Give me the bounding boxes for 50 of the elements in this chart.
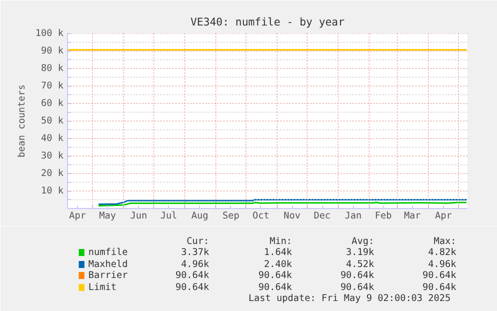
x-tick-label: Aug [191,210,208,222]
y-tick-label: 10 k [41,186,64,196]
x-tick-label: Nov [284,210,301,222]
text: 90.64k [340,282,375,293]
legend-label: Limit [88,282,117,293]
x-tick-label: Oct [252,210,270,222]
chart-title: VE340: numfile - by year [190,16,346,28]
text: 4.82k [428,247,457,258]
x-tick-label: Dec [314,210,331,222]
text: 90.64k [258,282,292,293]
text: Min: [270,236,292,247]
x-tick-label: Mar [404,210,422,222]
text: 90.64k [175,270,210,281]
legend-label: Barrier [88,270,128,281]
text: 3.37k [181,247,210,258]
y-tick-label: 20 k [41,168,64,179]
text: Max: [434,236,456,247]
text: Cur: [186,236,210,247]
y-tick-label: 90 k [41,46,64,56]
text: 90.64k [340,270,375,281]
y-tick-label: 100 k [35,28,64,39]
y-tick-label: 70 k [41,80,64,92]
text: Avg: [352,236,374,247]
legend-label: numfile [88,247,128,258]
y-tick-label: 60 k [41,98,64,109]
text: 2.40k [264,259,292,270]
x-tick-label: Feb [374,210,392,222]
y-tick-label: 50 k [41,116,64,126]
x-tick-label: Jun [130,210,148,222]
text: 90.64k [422,282,457,293]
text: 4.52k [346,259,375,270]
y-tick-label: 30 k [41,150,64,162]
text: 1.64k [264,247,292,258]
x-tick-label: Jan [344,210,362,222]
y-axis-title: bean counters [16,84,28,158]
x-tick-label: Apr [69,210,86,222]
legend-label: Maxheld [88,259,128,270]
text: 90.64k [258,270,292,281]
y-tick-label: 80 k [41,63,64,74]
x-tick-label: Apr [435,210,452,222]
text: 90.64k [175,282,210,293]
x-tick-label: Jul [160,210,178,222]
text: 4.96k [428,259,457,270]
x-tick-label: Sep [222,210,240,222]
text: 90.64k [422,270,457,281]
text: Last update: Fri May 9 02:00:03 2025 [248,293,451,304]
text: 4.96k [181,259,210,270]
text: 3.19k [346,247,375,258]
y-tick-label: 40 k [41,133,64,144]
x-tick-label: May [99,210,116,222]
